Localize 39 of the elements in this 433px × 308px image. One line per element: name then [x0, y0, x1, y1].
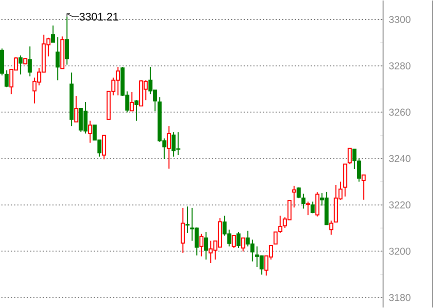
- candlestick: [64, 16, 69, 66]
- candlestick: [348, 148, 352, 165]
- candlestick: [204, 231, 208, 260]
- candlestick: [255, 246, 260, 268]
- y-tick-label: 3260: [389, 108, 410, 116]
- annotation: 3301.21: [80, 12, 118, 21]
- candlestick: [83, 101, 88, 134]
- candlestick: [18, 54, 23, 75]
- candlestick: [236, 231, 241, 248]
- y-tick-label: 3220: [389, 201, 410, 208]
- candlestick: [74, 95, 78, 122]
- candlestick: [28, 46, 32, 77]
- candlestick: [134, 100, 139, 122]
- candlestick: [4, 70, 9, 88]
- candlestick: [56, 36, 60, 81]
- candlestick: [241, 238, 246, 252]
- candlestick: [362, 174, 366, 200]
- y-tick-label: 3180: [389, 294, 410, 302]
- candlestick: [51, 25, 56, 43]
- candlestick: [166, 126, 171, 170]
- y-tick-label: 3280: [389, 62, 410, 70]
- candlestick: [185, 206, 190, 234]
- candlestick: [102, 134, 106, 160]
- candlestick: [199, 233, 204, 257]
- candlestick: [116, 66, 120, 96]
- candlestick: [88, 120, 92, 144]
- candlestick: [306, 201, 310, 216]
- candlestick: [180, 207, 185, 254]
- candlestick: [292, 185, 296, 208]
- candlestick: [343, 164, 348, 198]
- candlestick: [329, 220, 334, 236]
- candlestick: [232, 234, 236, 248]
- candlestick: [0, 48, 4, 76]
- candlestick: [315, 192, 320, 217]
- candlestick: [301, 193, 306, 210]
- y-tick-label: 3240: [389, 155, 410, 162]
- y-tick-label: 3300: [389, 16, 410, 24]
- y-tick-label: 3200: [389, 248, 410, 255]
- candlestick: [130, 92, 134, 112]
